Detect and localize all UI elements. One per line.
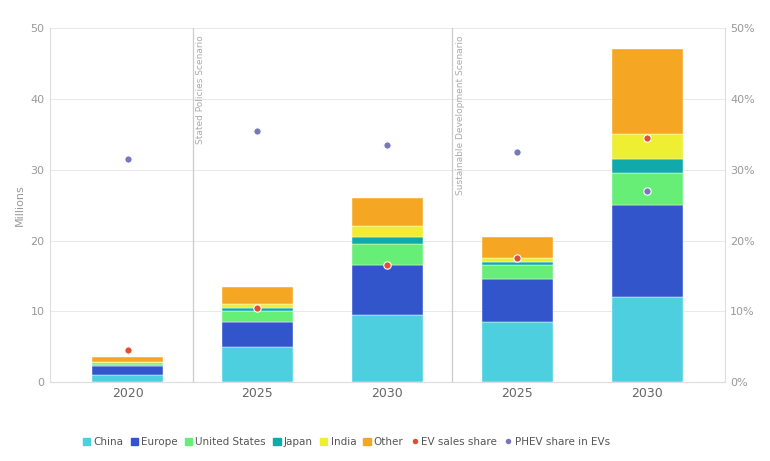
Point <box>511 148 524 156</box>
Bar <box>611 159 683 173</box>
Point <box>381 141 393 148</box>
Point <box>641 187 654 195</box>
Bar <box>352 198 424 226</box>
Point <box>511 254 524 262</box>
Point <box>251 127 263 135</box>
Bar <box>611 205 683 297</box>
Point <box>381 261 393 269</box>
Bar <box>92 366 163 375</box>
Bar <box>92 364 163 366</box>
Text: Stated Policies Scenario: Stated Policies Scenario <box>196 35 206 144</box>
Bar <box>482 258 553 262</box>
Bar <box>222 304 293 308</box>
Bar <box>222 311 293 322</box>
Bar <box>352 244 424 265</box>
Bar <box>611 297 683 382</box>
Bar <box>92 362 163 363</box>
Bar <box>222 347 293 382</box>
Bar <box>482 262 553 265</box>
Bar <box>92 357 163 362</box>
Point <box>122 155 134 163</box>
Bar <box>92 375 163 382</box>
Bar <box>222 286 293 304</box>
Bar <box>611 49 683 134</box>
Point <box>251 304 263 312</box>
Bar <box>611 173 683 205</box>
Text: Sustainable Development Scenario: Sustainable Development Scenario <box>457 35 465 195</box>
Bar <box>352 226 424 237</box>
Bar <box>482 237 553 258</box>
Bar <box>352 237 424 244</box>
Point <box>641 134 654 142</box>
Bar <box>482 322 553 382</box>
Legend: China, Europe, United States, Japan, India, Other, EV sales share, PHEV share in: China, Europe, United States, Japan, Ind… <box>79 433 614 451</box>
Bar <box>222 308 293 311</box>
Bar <box>352 265 424 315</box>
Bar <box>482 279 553 322</box>
Bar <box>92 363 163 364</box>
Bar <box>482 265 553 279</box>
Bar <box>611 134 683 159</box>
Bar <box>352 315 424 382</box>
Y-axis label: Millions: Millions <box>15 184 25 226</box>
Point <box>122 347 134 354</box>
Bar <box>222 322 293 347</box>
